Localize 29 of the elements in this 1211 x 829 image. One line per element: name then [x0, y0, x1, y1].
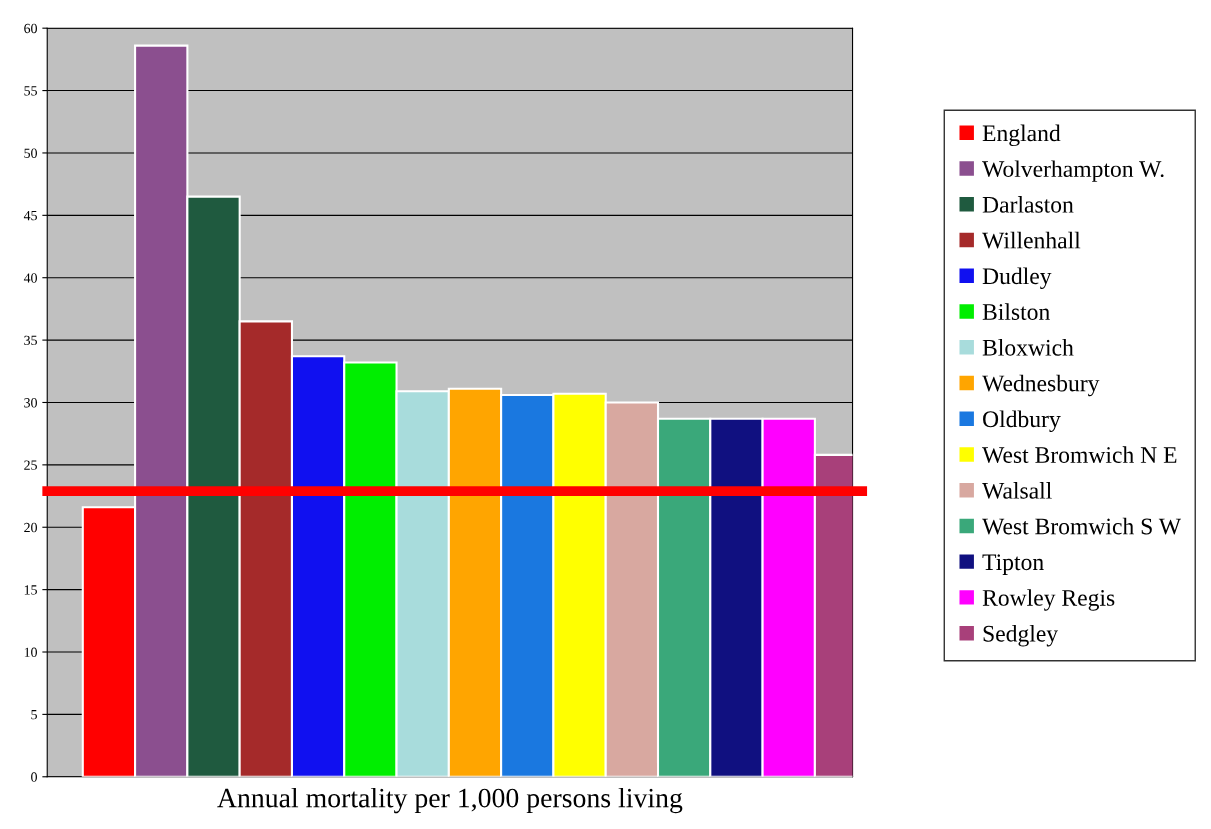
legend-label: West Bromwich S W — [982, 517, 1182, 535]
y-tick-label: 10 — [24, 647, 37, 657]
legend-label: Dudley — [982, 267, 1052, 290]
y-tick-label: 20 — [24, 522, 37, 533]
legend-label: Oldbury — [983, 410, 1061, 433]
y-tick-label: 0 — [31, 772, 37, 782]
legend-label: England — [982, 124, 1061, 147]
legend-label: Walsall — [982, 482, 1052, 499]
y-tick-label: 40 — [23, 273, 37, 283]
x-axis-title: Annual mortality per 1,000 persons living — [217, 787, 683, 814]
legend-label: Rowley Regis — [982, 589, 1115, 611]
legend-label: Sedgley — [983, 625, 1059, 647]
legend-label: Bilston — [982, 303, 1050, 320]
legend-label: Bloxwich — [982, 339, 1074, 356]
y-tick-label: 60 — [24, 23, 37, 34]
y-tick-label: 15 — [24, 585, 37, 595]
y-tick-label: 5 — [31, 710, 37, 720]
y-tick-label: 30 — [24, 398, 37, 408]
legend-label: Tipton — [982, 554, 1044, 575]
y-tick-label: 25 — [24, 460, 37, 470]
y-tick-label: 35 — [24, 335, 37, 346]
legend-label: Darlaston — [982, 196, 1074, 213]
y-tick-label: 45 — [23, 211, 37, 221]
legend-label: Wednesbury — [982, 374, 1100, 397]
legend-label: Willenhall — [982, 231, 1081, 249]
legend-label: Wolverhampton W. — [982, 160, 1164, 182]
legend-label: West Bromwich N E — [982, 446, 1177, 464]
y-tick-label: 55 — [24, 86, 37, 96]
y-tick-label: 50 — [24, 148, 37, 158]
